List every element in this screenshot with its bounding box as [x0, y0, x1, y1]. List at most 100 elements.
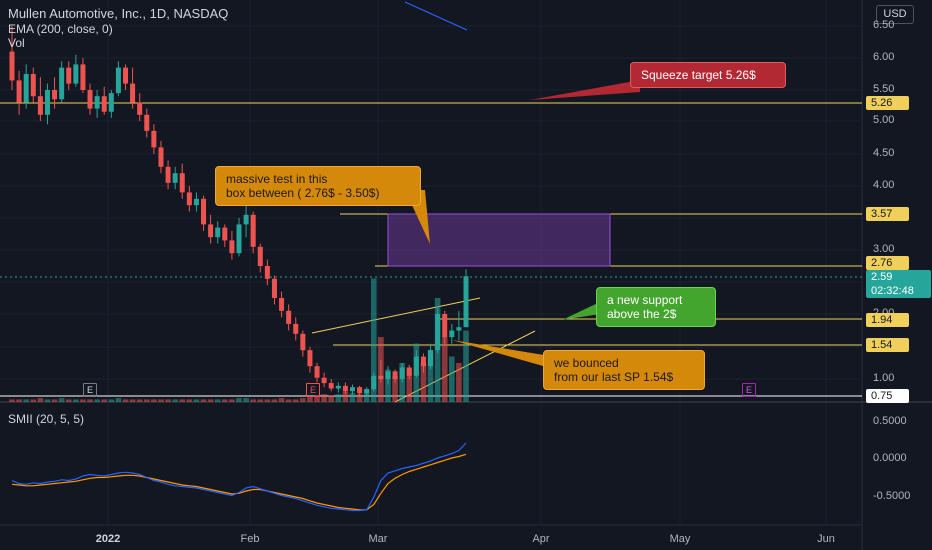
volume-indicator-label[interactable]: Vol: [8, 36, 25, 50]
volume-bar-37: [271, 399, 278, 402]
volume-bar-47: [342, 391, 349, 402]
new-support-note[interactable]: a new support above the 2$: [596, 287, 716, 327]
volume-bar-56: [406, 369, 413, 402]
candle-body-14: [108, 93, 114, 112]
volume-bar-19: [143, 399, 150, 402]
volume-bar-53: [385, 369, 391, 402]
price-tag-3-57: 3.57: [866, 207, 909, 221]
candle-body-31: [229, 240, 235, 254]
candle-body-25: [186, 192, 192, 206]
candle-body-55: [399, 367, 405, 379]
volume-bar-3: [30, 399, 37, 402]
volume-bar-44: [321, 394, 327, 402]
x-tick-label: May: [669, 533, 691, 545]
y-tick-label: 4.50: [873, 147, 895, 159]
candle-body-15: [115, 67, 121, 94]
candle-body-35: [257, 246, 263, 266]
candle-body-20: [151, 130, 157, 148]
candle-body-21: [158, 147, 164, 167]
candle-body-57: [413, 356, 419, 376]
candle-body-10: [80, 64, 86, 90]
volume-bar-13: [101, 399, 108, 402]
volume-bar-49: [356, 394, 363, 402]
currency-button[interactable]: USD: [876, 5, 914, 24]
last-price-value: 2.59: [871, 271, 893, 283]
candle-body-47: [342, 385, 348, 392]
massive-test-note[interactable]: massive test in this box between ( 2.76$…: [215, 166, 421, 206]
volume-bar-15: [115, 398, 122, 402]
price-tag-2-76: 2.76: [866, 256, 909, 270]
squeeze-pointer: [530, 80, 640, 100]
x-tick-label: Mar: [368, 533, 388, 545]
candle-body-17: [130, 83, 136, 103]
price-tag-1-94: 1.94: [866, 313, 909, 327]
candle-body-30: [222, 227, 228, 241]
volume-bar-17: [129, 399, 136, 402]
candle-body-63: [456, 327, 462, 331]
volume-bar-36: [264, 399, 271, 402]
volume-bar-46: [335, 394, 342, 402]
candle-body-53: [385, 371, 391, 379]
earnings-marker-3[interactable]: E: [742, 383, 756, 397]
candle-body-59: [428, 350, 434, 367]
bounced-pointer: [452, 340, 550, 368]
volume-bar-50: [363, 389, 370, 402]
candle-body-12: [94, 96, 100, 109]
price-tag-0-75: 0.75: [866, 389, 909, 403]
ema-indicator-label[interactable]: EMA (200, close, 0): [8, 22, 113, 36]
candle-body-34: [250, 214, 256, 247]
volume-bar-38: [278, 398, 285, 402]
candle-body-41: [300, 333, 306, 351]
candle-body-9: [73, 64, 79, 84]
price-tag-1-54: 1.54: [866, 338, 909, 352]
smii-main-line: [11, 442, 467, 512]
volume-bar-63: [456, 363, 462, 402]
candle-body-56: [406, 367, 412, 376]
candle-body-16: [123, 67, 128, 84]
candle-body-58: [420, 356, 426, 367]
earnings-marker-2[interactable]: E: [306, 383, 320, 397]
candle-body-23: [172, 173, 178, 183]
x-tick-label: Jun: [817, 533, 835, 545]
volume-bar-21: [158, 399, 164, 402]
volume-bar-59: [427, 350, 434, 402]
volume-bar-31: [229, 399, 235, 402]
volume-bar-33: [243, 398, 249, 402]
bounced-note[interactable]: we bounced from our last SP 1.54$: [543, 350, 705, 390]
candle-body-19: [144, 114, 150, 131]
volume-bar-11: [87, 399, 93, 402]
volume-bar-23: [172, 399, 178, 402]
candle-body-37: [271, 278, 277, 298]
volume-bar-27: [200, 399, 207, 402]
volume-bar-1: [16, 399, 22, 402]
price-tag-5-26: 5.26: [866, 96, 909, 110]
volume-bar-26: [193, 399, 200, 402]
candle-body-43: [314, 366, 320, 378]
volume-bar-51: [370, 278, 377, 402]
volume-bar-29: [214, 399, 221, 402]
volume-bar-61: [441, 337, 448, 402]
candle-body-5: [44, 90, 50, 115]
candle-body-27: [201, 198, 207, 225]
candle-body-32: [236, 224, 242, 254]
smii-indicator-label[interactable]: SMII (20, 5, 5): [8, 412, 85, 426]
volume-bar-18: [136, 399, 143, 402]
candle-body-13: [101, 96, 107, 112]
smii-signal-line: [11, 453, 467, 511]
candle-body-49: [357, 387, 363, 394]
squeeze-target-note[interactable]: Squeeze target 5.26$: [630, 62, 786, 88]
candle-body-62: [449, 330, 455, 338]
candle-body-44: [321, 377, 327, 384]
x-tick-label: Feb: [240, 533, 260, 545]
earnings-marker-1[interactable]: E: [83, 383, 97, 397]
y-tick-label: 1.00: [873, 372, 895, 384]
candle-body-64: [463, 276, 469, 328]
support-pointer: [562, 302, 600, 320]
candle-body-3: [30, 74, 36, 97]
volume-bar-24: [179, 399, 186, 402]
candle-body-7: [59, 67, 65, 100]
volume-bar-64: [463, 330, 469, 402]
volume-bar-30: [222, 399, 228, 402]
candle-body-48: [350, 387, 355, 392]
